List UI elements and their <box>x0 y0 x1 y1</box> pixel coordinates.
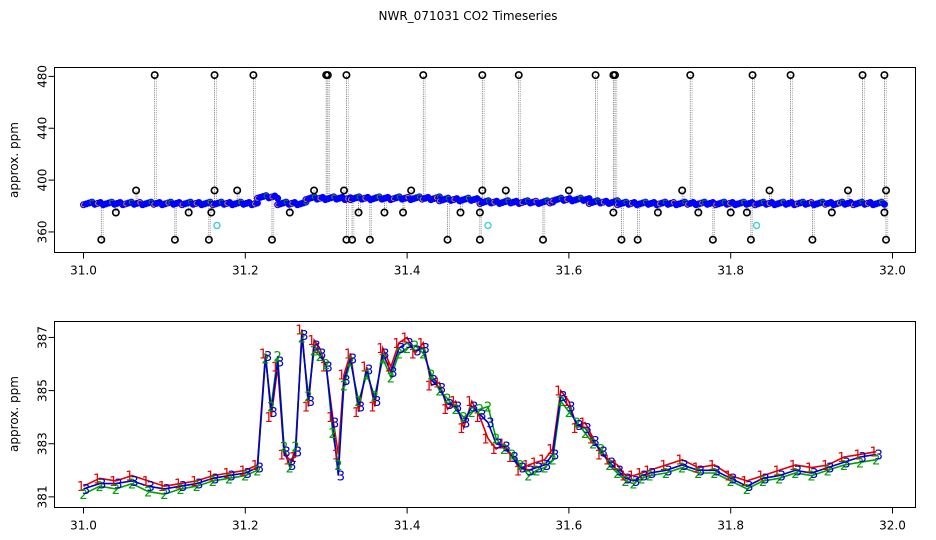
top-outlier-point <box>323 71 332 80</box>
top-outlier-point <box>653 208 662 217</box>
top-outlier-point <box>348 235 357 244</box>
top-outlier-point <box>399 208 408 217</box>
top-outlier-point <box>882 186 891 195</box>
top-outlier-point <box>765 186 774 195</box>
top-outlier-point <box>880 208 889 217</box>
top-chart-frame <box>54 67 916 253</box>
top-outlier-point <box>858 71 867 80</box>
top-outlier-point <box>564 186 573 195</box>
top-outlier-point <box>132 186 141 195</box>
top-outlier-point <box>339 186 348 195</box>
top-x-tick-label: 31.2 <box>232 264 259 278</box>
top-outlier-point <box>475 208 484 217</box>
top-outlier-point <box>609 208 618 217</box>
top-outlier-point <box>443 235 452 244</box>
top-y-tick-label: 480 <box>36 65 50 88</box>
top-outlier-point <box>478 186 487 195</box>
top-outlier-point <box>204 235 213 244</box>
top-chart-ylabel: approx. ppm <box>7 122 21 198</box>
top-chart-plot-area <box>80 71 891 244</box>
top-y-tick-label: 360 <box>36 220 50 243</box>
top-outlier-point <box>742 208 751 217</box>
top-outlier-point <box>786 71 795 80</box>
top-outlier-point <box>210 71 219 80</box>
top-outlier-point <box>207 208 216 217</box>
top-x-tick-label: 32.0 <box>879 264 906 278</box>
top-outlier-point <box>748 71 757 80</box>
top-outlier-point <box>591 71 600 80</box>
top-outlier-point <box>478 71 487 80</box>
top-outlier-point <box>475 235 484 244</box>
top-outlier-point <box>285 208 294 217</box>
top-outlier-point <box>539 235 548 244</box>
top-cyan-point <box>213 221 221 230</box>
top-outlier-point <box>882 235 891 244</box>
top-outlier-point <box>746 235 755 244</box>
top-outlier-point <box>686 71 695 80</box>
top-outlier-point <box>678 186 687 195</box>
top-outlier-point <box>267 235 276 244</box>
top-outlier-point <box>97 235 106 244</box>
top-outlier-point <box>170 235 179 244</box>
top-chart-axes: 31.0 31.2 31.4 31.6 31.8 32.0 360 400 440 480 <box>36 65 906 278</box>
top-outlier-point <box>419 71 428 80</box>
top-outlier-point <box>407 186 416 195</box>
top-outlier-point <box>844 186 853 195</box>
top-y-tick-label: 440 <box>36 117 50 140</box>
top-outlier-point <box>310 186 319 195</box>
top-outlier-point <box>808 235 817 244</box>
top-y-tick-label: 400 <box>36 169 50 192</box>
top-outlier-point <box>210 186 219 195</box>
top-outlier-point <box>249 71 258 80</box>
top-outlier-point <box>365 235 374 244</box>
top-outlier-point <box>501 186 510 195</box>
top-baseline-point <box>274 194 282 202</box>
top-x-tick-label: 31.8 <box>717 264 744 278</box>
top-outlier-point <box>726 208 735 217</box>
top-cyan-point <box>752 221 761 230</box>
top-outlier-point <box>633 235 642 244</box>
page-title: NWR_071031 CO2 Timeseries <box>378 9 558 23</box>
top-outlier-point <box>694 208 703 217</box>
top-outlier-point <box>514 71 523 80</box>
top-outlier-point <box>880 71 889 80</box>
top-outlier-point <box>233 186 242 195</box>
top-outlier-point <box>111 208 120 217</box>
top-cyan-point <box>484 221 492 230</box>
top-outlier-point <box>184 208 193 217</box>
top-outlier-point <box>611 71 620 80</box>
top-outlier-point <box>380 208 389 217</box>
top-outlier-point <box>708 235 717 244</box>
top-outlier-point <box>342 71 351 80</box>
top-x-tick-label: 31.0 <box>70 264 97 278</box>
top-outlier-point <box>456 208 465 217</box>
top-x-tick-label: 31.4 <box>394 264 421 278</box>
top-outlier-point <box>827 208 836 217</box>
top-x-tick-label: 31.6 <box>556 264 583 278</box>
top-outlier-point <box>150 71 159 80</box>
top-outlier-point <box>354 208 363 217</box>
top-baseline-point <box>880 200 888 208</box>
top-outlier-point <box>617 235 626 244</box>
